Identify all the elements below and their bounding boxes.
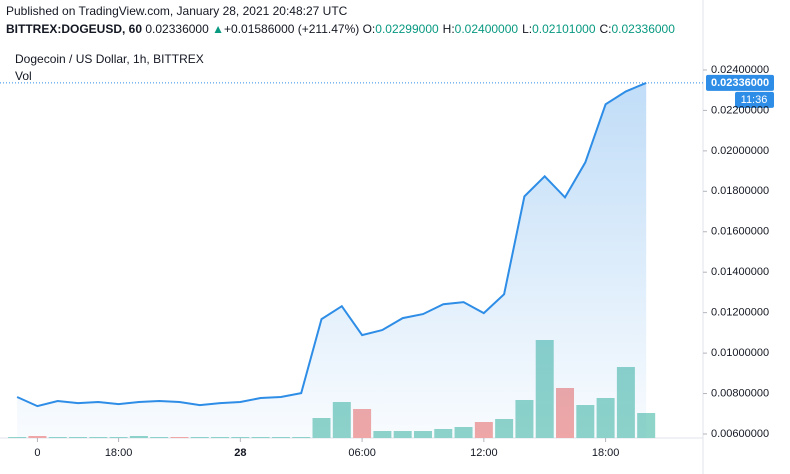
countdown-badge (735, 91, 774, 108)
legend-vol: Vol (15, 69, 32, 83)
countdown: 11:36 (741, 94, 768, 106)
x-tick-label: 18:00 (105, 447, 133, 459)
x-tick-label: 18:00 (592, 447, 620, 459)
price: 0.02336000 (145, 22, 209, 36)
price-line (16, 81, 647, 408)
ohlc: O:0.02299000 H:0.02400000 L:0.02101000 C:0.… (363, 22, 679, 36)
ohlc-value: 0.02101000 (532, 22, 596, 36)
symbol: BITTREX:DOGEUSD, 60 (6, 22, 143, 36)
y-tick-label: 0.01400000 (711, 266, 769, 278)
ohlc-value: 0.02299000 (375, 22, 439, 36)
arrow: ▲ (212, 22, 225, 36)
ohlc-key: H: (442, 22, 455, 36)
y-tick-label: 0.00800000 (711, 387, 769, 399)
last-price-badge (706, 74, 774, 91)
y-tick-label: 0.01000000 (711, 347, 769, 359)
y-tick-label: 0.00600000 (711, 428, 769, 440)
y-tick-label: 0.02200000 (711, 104, 769, 116)
published: Published on TradingView.com, January 28… (6, 4, 348, 18)
y-tick-label: 0.01200000 (711, 307, 769, 319)
ohlc-key: C: (599, 22, 612, 36)
y-tick-label: 0.01600000 (711, 226, 769, 238)
y-tick-label: 0.02000000 (711, 145, 769, 157)
y-tick-label: 0.01800000 (711, 185, 769, 197)
x-tick-label: 28 (234, 447, 246, 459)
x-tick-label: 0 (34, 447, 40, 459)
symbol-line: BITTREX:DOGEUSD, 60 0.02336000 ▲+0.01586… (6, 22, 679, 36)
ohlc-key: O: (362, 22, 376, 36)
price-area (17, 82, 647, 439)
legend-title: Dogecoin / US Dollar, 1h, BITTREX (15, 52, 204, 66)
ohlc-value: 0.02400000 (454, 22, 519, 36)
x-tick-label: 06:00 (348, 447, 376, 459)
x-tick-label: 12:00 (470, 447, 498, 459)
y-tick-label: 0.02400000 (711, 64, 769, 76)
ohlc-value: 0.02336000 (611, 22, 675, 36)
change: +0.01586000 (+211.47%) (224, 22, 360, 36)
ohlc-key: L: (522, 22, 533, 36)
last-price-label: 0.02336000 (711, 77, 769, 89)
